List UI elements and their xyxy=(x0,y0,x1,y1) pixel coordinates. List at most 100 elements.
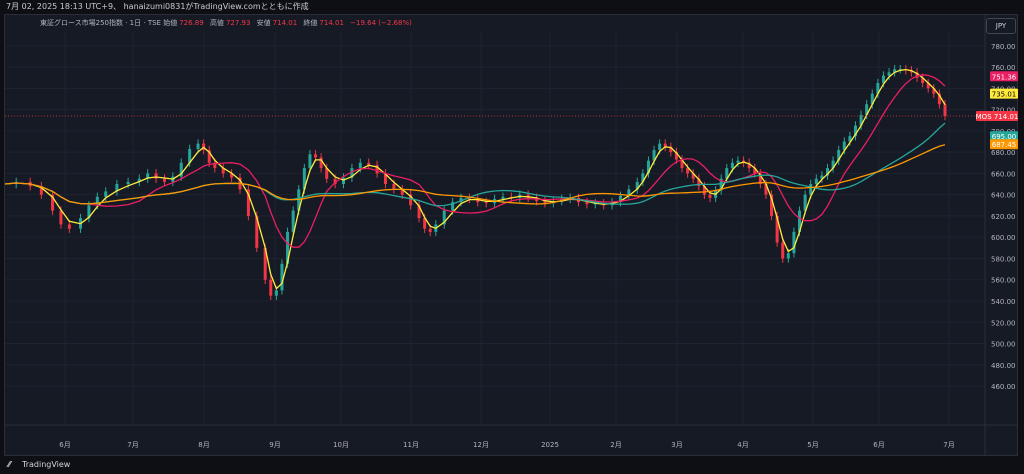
candle-body xyxy=(162,178,166,182)
candle-body xyxy=(423,218,427,229)
candle-body xyxy=(798,210,802,232)
candle-body xyxy=(383,173,387,185)
candle-body xyxy=(59,210,63,225)
y-tick-label: 480.00 xyxy=(991,362,1016,370)
candle-body xyxy=(686,168,690,174)
x-tick-label: 10月 xyxy=(333,441,349,449)
y-tick-label: 660.00 xyxy=(991,170,1016,178)
open-label: 始値 xyxy=(163,19,178,27)
x-tick-label: 6月 xyxy=(873,441,884,449)
y-tick-label: 540.00 xyxy=(991,298,1016,306)
candle-body xyxy=(697,178,701,187)
candle-body xyxy=(775,215,779,243)
y-tick-label: 680.00 xyxy=(991,149,1016,157)
candle-body xyxy=(669,146,673,153)
candle-body xyxy=(246,189,250,216)
candle-body xyxy=(263,247,267,280)
candle-body xyxy=(417,205,421,219)
x-tick-label: 2月 xyxy=(610,441,621,449)
ma-longest-line xyxy=(4,144,946,205)
candle-body xyxy=(770,194,774,216)
x-tick-label: 6月 xyxy=(59,441,70,449)
y-tick-label: 580.00 xyxy=(991,255,1016,263)
candle-body xyxy=(255,215,259,248)
high-label: 高値 xyxy=(209,19,224,27)
candle-body xyxy=(652,150,656,161)
candle-body xyxy=(943,104,947,116)
y-tick-label: 460.00 xyxy=(991,383,1016,391)
snapshot-text: 7月 02, 2025 18:13 UTC+9、 hanaizumi0831がT… xyxy=(6,2,309,11)
candle-body xyxy=(820,175,824,179)
candle-body xyxy=(95,196,99,206)
y-tick-label: 760.00 xyxy=(991,64,1016,72)
y-tick-label: 560.00 xyxy=(991,277,1016,285)
candle-body xyxy=(137,178,141,182)
candle-body xyxy=(146,173,150,179)
candle-body xyxy=(280,263,284,291)
candle-body xyxy=(213,162,217,169)
y-tick-label: 620.00 xyxy=(991,213,1016,221)
close-label: 終値 xyxy=(303,19,318,27)
candle-body xyxy=(409,194,413,206)
low-value: 714.01 xyxy=(272,19,298,27)
candle-body xyxy=(921,77,925,84)
candle-body xyxy=(730,162,734,169)
candle-body xyxy=(126,181,130,185)
candle-body xyxy=(585,202,589,205)
candle-body xyxy=(308,154,312,169)
footer: ⁄⁄ TradingView xyxy=(0,456,1024,474)
candle-body xyxy=(367,162,371,165)
symbol-title: 東証グロース市場250指数 · 1日 · TSE xyxy=(40,19,161,27)
snapshot-header: 7月 02, 2025 18:13 UTC+9、 hanaizumi0831がT… xyxy=(0,0,1024,14)
candle-body xyxy=(708,194,712,198)
candle-body xyxy=(451,202,455,211)
ma-long-line xyxy=(4,122,946,207)
high-value: 727.93 xyxy=(225,19,251,27)
candle-body xyxy=(392,184,396,190)
candle-body xyxy=(67,224,71,229)
candle-body xyxy=(680,159,684,169)
price-label-badge xyxy=(976,110,1018,121)
price-label-badge xyxy=(990,88,1018,99)
candle-body xyxy=(428,228,432,232)
candle-body xyxy=(786,253,790,259)
candle-body xyxy=(400,189,404,195)
candle-body xyxy=(641,173,645,182)
candle-body xyxy=(627,189,631,196)
low-label: 安値 xyxy=(256,19,271,27)
currency-button[interactable]: JPY xyxy=(986,18,1016,34)
chart-panel[interactable] xyxy=(4,14,1018,456)
price-label-text: 751.36 xyxy=(992,73,1017,81)
price-label-badge xyxy=(990,131,1018,142)
candle-body xyxy=(663,143,667,147)
close-value: 714.01 xyxy=(319,19,344,27)
candle-body xyxy=(333,178,337,185)
candle-body xyxy=(325,168,329,179)
candle-body xyxy=(926,83,930,89)
candle-body xyxy=(269,279,273,296)
candle-body xyxy=(691,173,695,179)
candle-body xyxy=(831,160,835,169)
candle-body xyxy=(937,93,941,105)
candle-body xyxy=(658,143,662,151)
candle-body xyxy=(207,150,211,163)
ma-short-line xyxy=(4,68,946,290)
candle-body xyxy=(484,202,488,204)
brand-label: TradingView xyxy=(22,460,71,469)
x-tick-label: 7月 xyxy=(127,441,138,449)
candle-body xyxy=(792,231,796,254)
candle-body xyxy=(286,231,290,264)
candle-body xyxy=(764,184,768,195)
y-tick-label: 720.00 xyxy=(991,107,1016,115)
candle-body xyxy=(115,184,119,192)
candle-body xyxy=(179,162,183,177)
candle-body xyxy=(803,194,807,211)
y-tick-label: 500.00 xyxy=(991,341,1016,349)
candle-body xyxy=(881,75,885,84)
candle-body xyxy=(501,196,505,199)
y-tick-label: 640.00 xyxy=(991,192,1016,200)
candle-body xyxy=(859,114,863,126)
candle-body xyxy=(870,93,874,105)
price-label-text: MOS 714.01 xyxy=(976,113,1019,121)
